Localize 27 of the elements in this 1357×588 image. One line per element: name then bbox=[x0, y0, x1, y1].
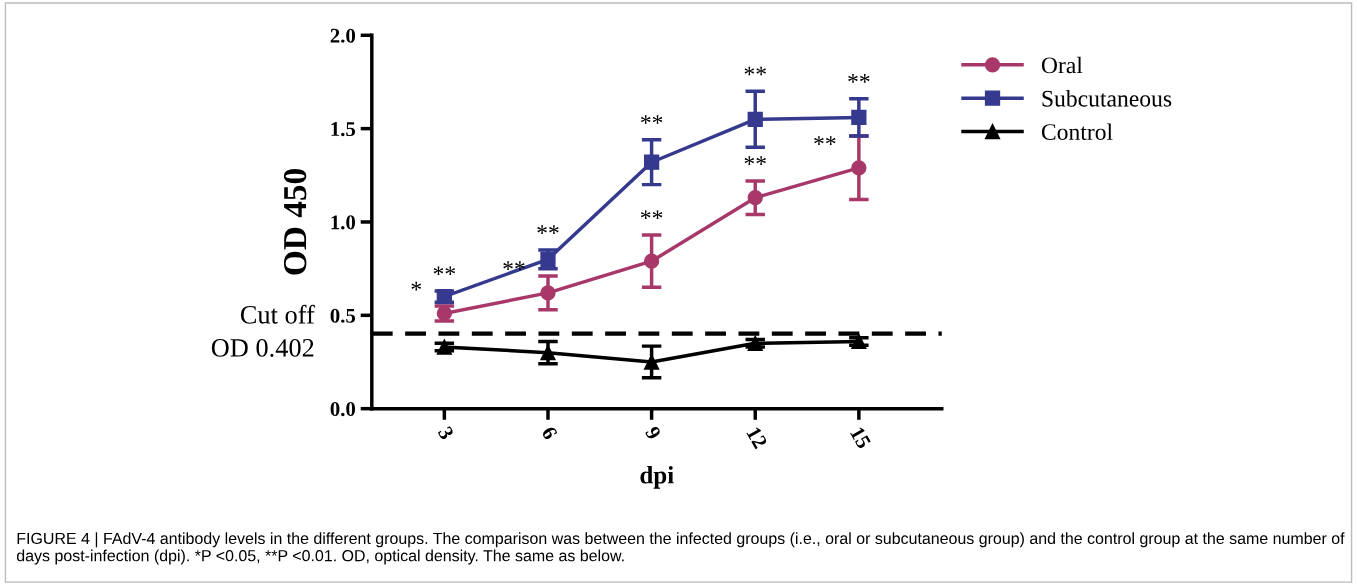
y-tick-label: 1.0 bbox=[331, 215, 356, 230]
annotation: ** bbox=[848, 74, 870, 83]
annotation: * bbox=[411, 281, 421, 291]
annotation: ** bbox=[433, 266, 456, 276]
annotation: ** bbox=[814, 136, 836, 145]
annotation: ** bbox=[503, 261, 525, 270]
annotation: ** bbox=[744, 156, 766, 165]
y-tick-label: 2.0 bbox=[330, 28, 356, 43]
x-tick-label: 15 bbox=[849, 426, 872, 450]
annotation: ** bbox=[640, 115, 663, 124]
ref-line-label: Cut off OD 0.402 bbox=[211, 304, 315, 357]
legend-label: Oral bbox=[1041, 56, 1083, 74]
x-tick-label: 12 bbox=[746, 426, 768, 450]
x-axis-title: dpi bbox=[640, 466, 674, 489]
annotation: ** bbox=[640, 210, 663, 220]
legend-label: Control bbox=[1041, 123, 1113, 141]
y-tick-label: 0.0 bbox=[330, 402, 356, 417]
legend-label: Subcutaneous bbox=[1042, 90, 1172, 107]
x-tick-label: 3 bbox=[437, 425, 455, 441]
x-tick-label: 9 bbox=[644, 425, 662, 441]
y-axis-title: OD 450 bbox=[283, 169, 307, 275]
y-tick-label: 1.5 bbox=[331, 122, 356, 137]
annotation: ** bbox=[537, 225, 559, 234]
annotation: ** bbox=[744, 66, 766, 76]
caption: FIGURE 4 | FAdV-4 antibody levels in the different groups. The comparison was between the infected groups (i.e., oral or subcutaneous group) and the control group at the same number of days post-infection (dpi). *P <0.05, **P <0.01. OD, optical density. The same as below. bbox=[16, 532, 1345, 565]
x-tick-label: 6 bbox=[541, 425, 558, 441]
y-tick-label: 0.5 bbox=[330, 308, 356, 323]
